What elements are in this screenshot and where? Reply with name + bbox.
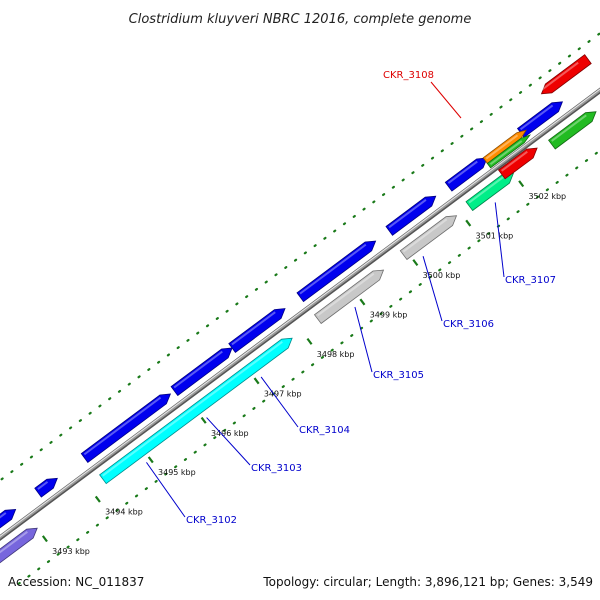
gene-forward-3 xyxy=(80,393,172,463)
tick-mark xyxy=(359,298,366,306)
genome-backbone xyxy=(0,87,600,541)
gene-label-ckr-3105[interactable]: CKR_3105 xyxy=(354,306,424,381)
gene-labels: CKR_3102 CKR_3103 CKR_3104 CKR_3105 CKR_3106… xyxy=(146,70,556,526)
gene-forward-4 xyxy=(170,347,233,397)
gene-reverse-3 xyxy=(313,269,385,325)
gene-forward-7 xyxy=(385,195,437,236)
tick-label: 3496 kbp xyxy=(211,429,249,438)
gene-label-ckr-3102[interactable]: CKR_3102 xyxy=(146,462,237,526)
gene-label-ckr-3103[interactable]: CKR_3103 xyxy=(206,417,302,474)
gene-label-ckr-3104[interactable]: CKR_3104 xyxy=(260,376,350,436)
dotted-track-outer xyxy=(0,31,600,482)
tick-mark xyxy=(147,456,154,464)
tick-label: 3501 kbp xyxy=(476,232,514,241)
svg-text:CKR_3107: CKR_3107 xyxy=(505,275,556,286)
dotted-track-inner xyxy=(17,149,600,585)
map-title: Clostridium kluyveri NBRC 12016, complet… xyxy=(129,12,472,27)
tick-mark xyxy=(306,337,313,345)
gene-forward-8 xyxy=(444,157,488,192)
gene-label-ckr-3107[interactable]: CKR_3107 xyxy=(494,202,556,286)
svg-text:CKR_3103: CKR_3103 xyxy=(251,463,302,474)
gene-reverse-2 xyxy=(99,337,293,485)
kbp-tick-marks: 3493 kbp 3494 kbp 3495 kbp 3496 kbp 3497 kbp… xyxy=(41,180,566,556)
tick-mark xyxy=(412,259,419,267)
gene-reverse-5 xyxy=(465,172,515,212)
topology-text: Topology: circular; Length: 3,896,121 bp… xyxy=(262,575,593,589)
gene-forward-9 xyxy=(516,101,564,138)
tick-mark xyxy=(253,377,260,385)
gene-forward-1 xyxy=(0,508,17,529)
tick-mark xyxy=(200,416,207,424)
gene-reverse-4 xyxy=(399,215,458,261)
tick-mark xyxy=(518,180,525,188)
svg-text:CKR_3106: CKR_3106 xyxy=(443,319,494,330)
svg-text:CKR_3105: CKR_3105 xyxy=(373,370,424,381)
tick-label: 3495 kbp xyxy=(158,468,196,477)
svg-text:CKR_3104: CKR_3104 xyxy=(299,425,350,436)
gene-green-small xyxy=(486,134,532,169)
tick-mark xyxy=(465,219,472,227)
forward-strand-track xyxy=(0,54,592,529)
tick-label: 3499 kbp xyxy=(370,310,408,319)
gene-label-ckr-3106[interactable]: CKR_3106 xyxy=(422,256,494,330)
svg-text:CKR_3108: CKR_3108 xyxy=(383,70,434,81)
tick-label: 3497 kbp xyxy=(264,389,302,398)
gene-reverse-6 xyxy=(548,111,597,150)
gene-reverse-1 xyxy=(0,527,38,564)
gene-label-ckr-3108[interactable]: CKR_3108 xyxy=(383,70,462,119)
tick-label: 3500 kbp xyxy=(423,271,461,280)
gene-forward-2 xyxy=(34,477,58,498)
gene-forward-5 xyxy=(228,308,286,353)
gene-red-outer xyxy=(540,54,592,95)
tick-label: 3498 kbp xyxy=(317,350,355,359)
gene-red-inner xyxy=(497,147,538,180)
dotted-guide-tracks xyxy=(0,31,600,585)
gene-forward-6 xyxy=(296,240,377,303)
accession-text: Accession: NC_011837 xyxy=(8,575,144,589)
tick-label: 3502 kbp xyxy=(528,192,566,201)
tick-mark xyxy=(94,495,101,503)
tick-mark xyxy=(41,535,48,543)
reverse-strand-track xyxy=(0,111,597,564)
svg-text:CKR_3102: CKR_3102 xyxy=(186,515,237,526)
tick-label: 3493 kbp xyxy=(52,547,90,556)
tick-label: 3494 kbp xyxy=(105,508,143,517)
